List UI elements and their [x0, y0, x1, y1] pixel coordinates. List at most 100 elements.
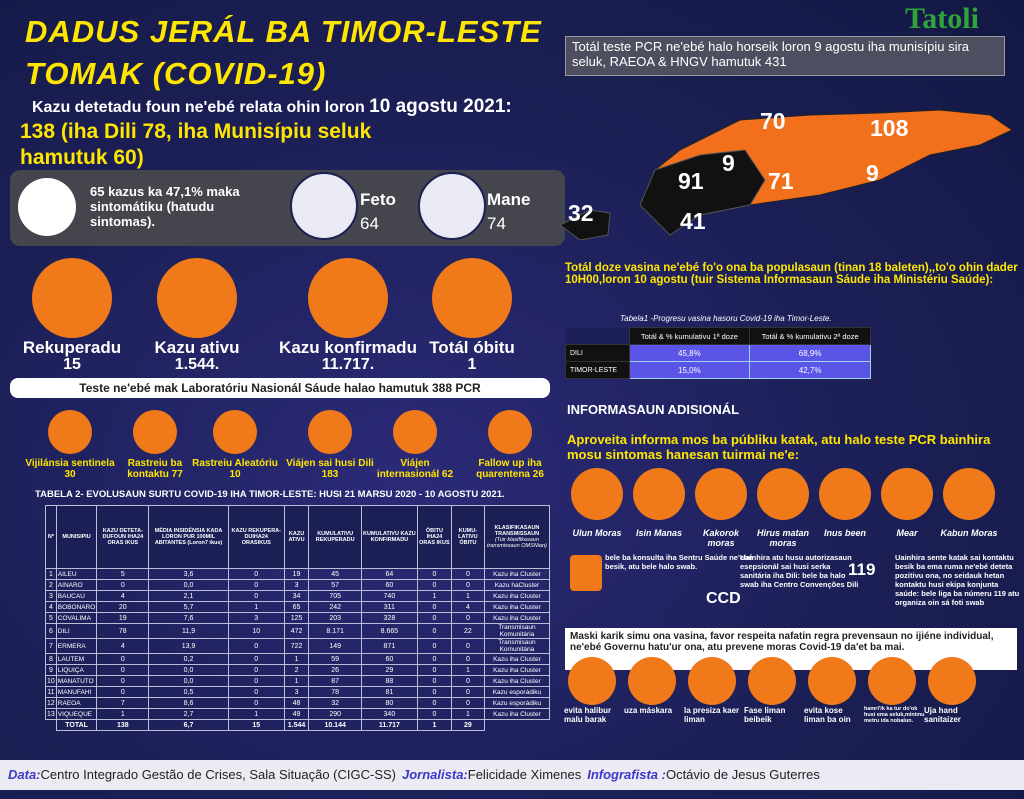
cell: 0	[227, 590, 285, 602]
cell: 11.717	[360, 719, 418, 731]
cell: 0	[416, 686, 452, 698]
cell: TIMOR-LESTE	[565, 361, 630, 379]
cell: 9	[45, 664, 57, 676]
measure-label: la presiza kaer liman	[684, 706, 740, 724]
cell: Kazu iha Cluster	[483, 708, 551, 720]
cell: Transmisaun Komunitária	[483, 638, 551, 654]
map-west	[639, 149, 766, 236]
column-header: MUNISIPIU	[55, 505, 98, 569]
cell: DILI	[55, 623, 98, 639]
title: DADUS JERÁL BA TIMOR-LESTE	[25, 14, 542, 49]
cell: 3	[45, 590, 57, 602]
symptom-label: Inus been	[823, 528, 866, 538]
cell: 2	[283, 664, 310, 676]
cell: MANUFAHI	[55, 686, 98, 698]
cell: 64	[360, 568, 418, 580]
cell: 7	[45, 638, 57, 654]
cell: 87	[308, 675, 362, 687]
measure-label: Fase liman beibeik	[744, 706, 786, 724]
table-row: TIMOR-LESTE 15,0% 42,7%	[565, 361, 871, 379]
vaccine-text: Totál doze vasina ne'ebé fo'o ona ba pop…	[565, 262, 1018, 286]
cell: BAUCAU	[55, 590, 98, 602]
cell: 42,7%	[749, 361, 871, 379]
cell: 26	[308, 664, 362, 676]
cell: 1	[416, 719, 452, 731]
cell: Kazu iha Cluster	[483, 612, 551, 624]
cell: 7,6	[148, 612, 229, 624]
cell: RAEOA	[55, 697, 98, 709]
cell: 0,0	[148, 664, 229, 676]
cell: 11,9	[148, 623, 229, 639]
cell: 0	[227, 697, 285, 709]
cell: 0	[96, 653, 150, 665]
cell: 0,0	[148, 579, 229, 591]
symptom-label: Isin Manas	[635, 528, 682, 538]
icon	[18, 178, 76, 236]
symptom-icon	[881, 468, 933, 520]
cell: 1	[450, 664, 485, 676]
test-label: Viájen internasionál 62	[376, 458, 454, 480]
cell: 0	[227, 638, 285, 654]
symptom-label: Kabun Moras	[940, 528, 998, 538]
cell: 4	[45, 601, 57, 613]
cell: 3	[227, 612, 285, 624]
hotline: 119	[848, 560, 876, 579]
cell: 0	[96, 686, 150, 698]
cell: 125	[283, 612, 310, 624]
cell: 45	[308, 568, 362, 580]
stat-icon	[32, 258, 112, 338]
measure-label: Uja hand sanitaizer	[924, 706, 961, 724]
test-icon	[488, 410, 532, 454]
table-row: 13 VIQUEQUE 1 2,7 1 49 290 340 0 1 Kazu iha Cluste…	[45, 708, 551, 720]
table-row: 12 RAEOA 7 8,6 0 48 32 80 0 0 Kazu esporádiku	[45, 697, 551, 709]
footer-value: Octávio de Jesus Guterres	[665, 767, 820, 782]
column-header: MÉDIA INSIDÉNSIA KADA LORON PUR 100MIL A…	[148, 505, 229, 569]
gender-label: Feto	[360, 190, 396, 209]
map-label: 9	[866, 160, 879, 186]
total-row: TOTAL 138 6,7 15 1.544 10.144 11.717 1 29	[46, 719, 550, 731]
gender-label: Mane	[487, 190, 531, 209]
cell: 0	[416, 612, 452, 624]
cell: 290	[308, 708, 362, 720]
cell: 1	[227, 601, 285, 613]
cell: 871	[360, 638, 418, 654]
vaccine-caption: Tabela1 -Progresu vasina hasoru Covid-19…	[620, 314, 832, 323]
cell: Kazu esporádiku	[483, 686, 551, 698]
cell: 49	[283, 708, 310, 720]
test-icon	[393, 410, 437, 454]
cell: 10	[227, 623, 285, 639]
pcr-note: Totál teste PCR ne'ebé halo horseik loro…	[565, 36, 1005, 76]
cell: 328	[360, 612, 418, 624]
cell: 29	[360, 664, 418, 676]
logo: Tatoli	[905, 2, 979, 35]
column-note: (Tuir klasifikasaun transmissaun OMSNian…	[486, 537, 547, 549]
cell: 3	[283, 579, 310, 591]
measure-icon	[808, 657, 856, 705]
cell: Transmisaun Komunitária	[483, 623, 551, 639]
test-label: Rastreiu ba kontaktu 77	[127, 458, 183, 480]
advice: Aproveita informa mos ba públiku katak, …	[567, 432, 991, 462]
cell: Kazu iha Cluster	[483, 664, 551, 676]
intro: Kazu detetadu foun ne'ebé relata ohin lo…	[32, 96, 512, 118]
cell	[46, 720, 57, 731]
cell: 59	[308, 653, 362, 665]
header-row: Totál & % kumulativu 1ª doze Totál & % ku…	[565, 327, 871, 345]
cell: 78	[308, 686, 362, 698]
cell: 60	[360, 653, 418, 665]
stat-label: Rekuperadu	[22, 338, 122, 357]
cell: 19	[283, 568, 310, 580]
measure-icon	[628, 657, 676, 705]
cell: 0	[416, 708, 452, 720]
cell: 68,9%	[749, 344, 871, 362]
stat-icon	[432, 258, 512, 338]
cell: 472	[283, 623, 310, 639]
cell: 11	[45, 686, 57, 698]
cell: 2,7	[148, 708, 229, 720]
test-label: Viájen sai husi Dili 183	[286, 458, 374, 480]
map-oecusse	[559, 209, 611, 241]
cell: 0	[416, 675, 452, 687]
cell: 0	[450, 568, 485, 580]
table-row: 3 BAUCAU 4 2,1 0 34 705 740 1 1 Kazu iha Cluster	[45, 590, 551, 602]
stat-value: 15	[63, 356, 81, 373]
cell: 0	[227, 568, 285, 580]
